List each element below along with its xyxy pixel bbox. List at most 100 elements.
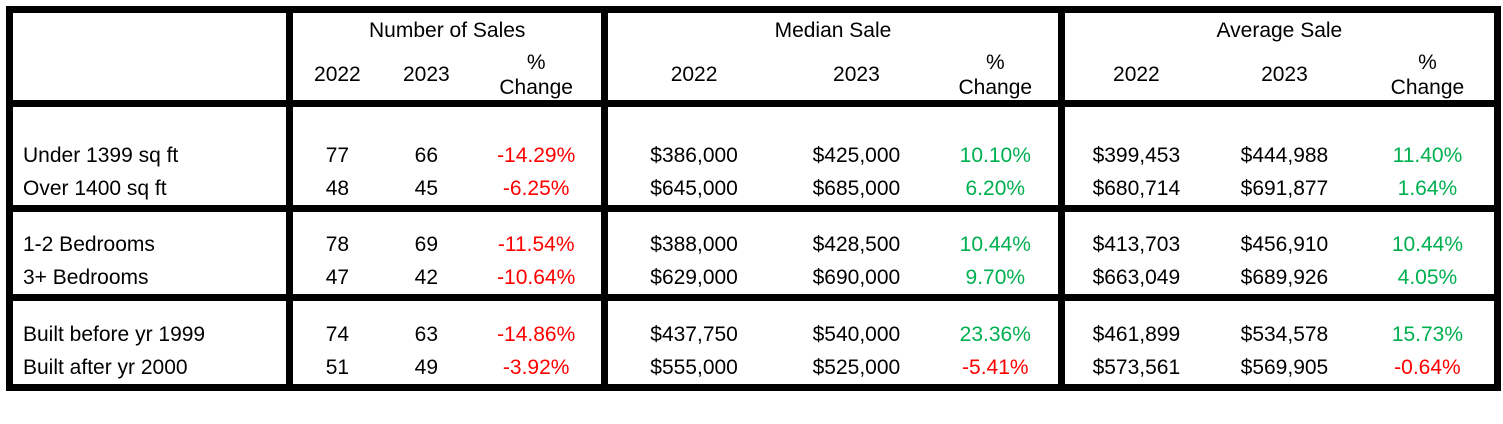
spacer-cell	[9, 293, 290, 317]
row-label: Built after yr 2000	[23, 355, 188, 379]
spacer-cell	[9, 99, 290, 138]
sales-comparison-table: Number of Sales Median Sale Average Sale…	[6, 6, 1501, 391]
average-2022-cell: $461,899	[1057, 317, 1208, 352]
header-average-pct-change: % Change	[1361, 50, 1498, 104]
pct-header-line2: Change	[958, 75, 1033, 99]
median-pct-change-cell: -5.41%	[962, 355, 1029, 379]
median-pct-change-cell: 10.10%	[959, 143, 1031, 167]
median-2022-cell: $645,000	[601, 173, 780, 208]
sales-2023-cell: 69	[414, 232, 438, 256]
spacer-cell	[286, 204, 605, 227]
average-2023-cell: $534,578	[1240, 322, 1329, 346]
median-2023-cell: $428,500	[812, 232, 901, 256]
header-median-pct-change: % Change	[933, 50, 1061, 104]
table-row: Built before yr 1999 74 63 -14.86% $437,…	[10, 317, 1498, 352]
group-header-row: Number of Sales Median Sale Average Sale	[10, 9, 1498, 50]
average-pct-change-cell: 11.40%	[1392, 143, 1463, 167]
group-title-average-sale: Average Sale	[1057, 9, 1498, 50]
column-header-row: 2022 2023 % Change 2022 2023 % Change 2022…	[10, 49, 1498, 104]
group-title-number-of-sales: Number of Sales	[286, 9, 605, 50]
sales-pct-change-cell: -3.92%	[502, 355, 570, 379]
sales-pct-change-cell: -11.54%	[497, 232, 575, 256]
header-average-2023: 2023	[1261, 62, 1308, 86]
average-2022-cell: $413,703	[1057, 227, 1208, 262]
median-2023-cell: $685,000	[812, 176, 901, 200]
median-2023-cell: $540,000	[812, 322, 901, 346]
median-2023-cell: $425,000	[812, 143, 901, 167]
average-pct-change-cell: 1.64%	[1397, 176, 1458, 200]
header-median-2023: 2023	[833, 62, 880, 86]
sales-pct-change-cell: -10.64%	[497, 265, 576, 289]
section-bedrooms: 1-2 Bedrooms 78 69 -11.54% $388,000 $428…	[9, 204, 1498, 297]
sales-2022-cell: 77	[286, 138, 382, 173]
spacer-cell	[1057, 99, 1498, 138]
header-median-2022: 2022	[601, 49, 780, 103]
average-2022-cell: $573,561	[1057, 352, 1208, 387]
median-2023-cell: $690,000	[812, 265, 901, 289]
median-pct-change-cell: 10.44%	[959, 232, 1031, 256]
header-sales-pct-change: % Change	[471, 50, 605, 104]
spacer-cell	[1057, 204, 1498, 227]
spacer-row	[9, 204, 1498, 227]
median-2023-cell: $525,000	[812, 355, 901, 379]
average-2022-cell: $680,714	[1057, 173, 1208, 208]
group-title-median-sale: Median Sale	[601, 9, 1062, 50]
sales-pct-change-cell: -14.86%	[497, 322, 576, 346]
average-2023-cell: $444,988	[1240, 143, 1329, 167]
sales-2023-cell: 49	[414, 355, 438, 379]
row-label: 3+ Bedrooms	[23, 265, 149, 289]
row-label: 1-2 Bedrooms	[23, 232, 155, 256]
median-2022-cell: $437,750	[601, 317, 780, 352]
average-2023-cell: $689,926	[1240, 265, 1329, 289]
section-square-footage: Under 1399 sq ft 77 66 -14.29% $386,000 …	[9, 99, 1498, 208]
median-pct-change-cell: 23.36%	[959, 322, 1031, 346]
pct-header-line2: Change	[499, 75, 573, 99]
corner-cell	[10, 10, 290, 104]
average-2022-cell: $399,453	[1057, 138, 1208, 173]
sales-2022-cell: 51	[286, 352, 382, 387]
sales-2023-cell: 42	[414, 265, 438, 289]
median-pct-change-cell: 9.70%	[965, 265, 1026, 289]
table-row: Under 1399 sq ft 77 66 -14.29% $386,000 …	[10, 138, 1498, 173]
average-pct-change-cell: 15.73%	[1391, 322, 1464, 346]
header-average-2022: 2022	[1057, 49, 1208, 103]
sales-2022-cell: 48	[286, 173, 382, 208]
average-2023-cell: $456,910	[1240, 232, 1329, 256]
median-2022-cell: $555,000	[601, 352, 780, 387]
average-pct-change-cell: 10.44%	[1391, 232, 1464, 256]
median-2022-cell: $388,000	[601, 227, 780, 262]
sales-2022-cell: 74	[286, 317, 382, 352]
sales-pct-change-cell: -6.25%	[502, 176, 570, 200]
header-sales-2023: 2023	[402, 62, 450, 86]
sales-2022-cell: 47	[286, 262, 382, 297]
row-label: Under 1399 sq ft	[23, 143, 179, 167]
pct-header-line2: Change	[1390, 75, 1465, 99]
median-2022-cell: $386,000	[601, 138, 780, 173]
table-row: Built after yr 2000 51 49 -3.92% $555,00…	[10, 352, 1498, 387]
sales-2022-cell: 78	[286, 227, 382, 262]
sales-pct-change-cell: -14.29%	[497, 143, 576, 167]
row-label: Over 1400 sq ft	[23, 176, 167, 200]
spacer-cell	[1057, 293, 1498, 317]
median-2022-cell: $629,000	[601, 262, 780, 297]
header-sales-2022: 2022	[286, 49, 382, 103]
spacer-cell	[9, 204, 290, 227]
table-row: 3+ Bedrooms 47 42 -10.64% $629,000 $690,…	[10, 262, 1498, 297]
pct-header-line1: %	[985, 50, 1005, 74]
spacer-cell	[601, 99, 1062, 138]
spacer-row	[9, 99, 1498, 138]
median-pct-change-cell: 6.20%	[965, 176, 1026, 200]
pct-header-line1: %	[526, 50, 546, 74]
pct-header-line1: %	[1418, 50, 1437, 74]
spacer-cell	[601, 204, 1062, 227]
row-label: Built before yr 1999	[23, 322, 206, 346]
sales-2023-cell: 45	[414, 176, 438, 200]
sales-2023-cell: 66	[414, 143, 438, 167]
spacer-cell	[286, 293, 605, 317]
spacer-cell	[286, 99, 605, 138]
sales-2023-cell: 63	[414, 322, 438, 346]
average-2023-cell: $569,905	[1240, 355, 1329, 379]
average-2022-cell: $663,049	[1057, 262, 1208, 297]
average-2023-cell: $691,877	[1240, 176, 1329, 200]
spacer-row	[9, 293, 1498, 317]
